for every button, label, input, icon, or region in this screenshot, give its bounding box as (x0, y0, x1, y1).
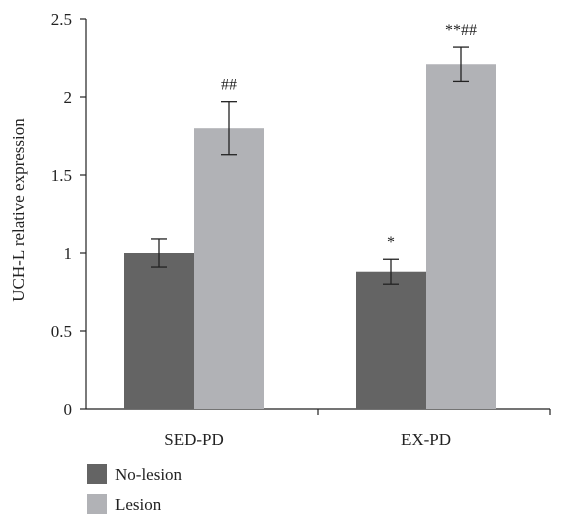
x-axis: SED-PD EX-PD (86, 408, 551, 449)
significance-label: **## (445, 22, 477, 39)
y-tick-label: 2.5 (51, 10, 72, 29)
bars (124, 46, 496, 410)
x-tick-label: SED-PD (164, 430, 224, 449)
y-tick-label: 0.5 (51, 322, 72, 341)
legend: No-lesion Lesion (87, 464, 183, 514)
y-tick-label: 2 (64, 88, 73, 107)
bar (124, 253, 194, 409)
bar (194, 128, 264, 409)
significance-label: ## (221, 77, 237, 94)
bar (356, 271, 426, 409)
legend-swatch (87, 464, 107, 484)
significance-label: * (387, 234, 395, 251)
legend-swatch (87, 494, 107, 514)
y-axis: 0 0.5 1 1.5 2 2.5 (51, 10, 87, 419)
bar (426, 64, 496, 410)
y-axis-label: UCH-L relative expression (9, 118, 28, 302)
legend-label: No-lesion (115, 465, 183, 484)
x-tick-label: EX-PD (401, 430, 451, 449)
y-tick-label: 1 (64, 244, 73, 263)
annotations: ## * **## (221, 22, 477, 251)
y-tick-label: 0 (64, 400, 73, 419)
legend-label: Lesion (115, 495, 162, 514)
y-tick-label: 1.5 (51, 166, 72, 185)
